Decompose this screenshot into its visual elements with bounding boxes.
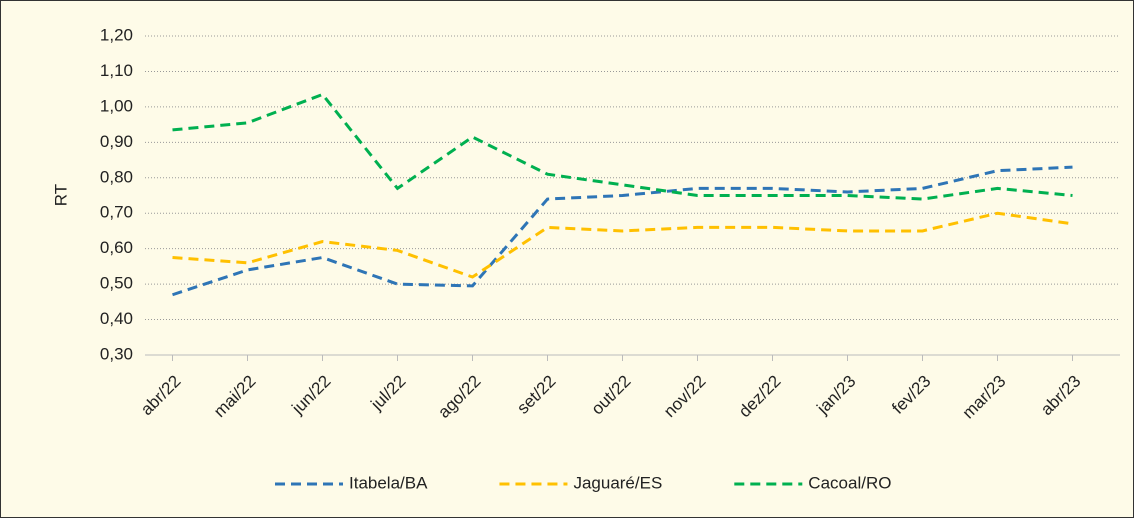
y-tick-label: 0,70: [100, 203, 133, 222]
legend-label: Itabela/BA: [349, 473, 428, 492]
y-tick-label: 0,80: [100, 167, 133, 186]
y-tick-label: 0,50: [100, 274, 133, 293]
y-tick-label: 1,10: [100, 61, 133, 80]
legend-label: Cacoal/RO: [808, 473, 891, 492]
y-axis-title: RT: [51, 184, 70, 206]
y-tick-label: 1,20: [100, 25, 133, 44]
series-line: [172, 211, 1073, 279]
y-tick-label: 0,40: [100, 309, 133, 328]
legend-label: Jaguaré/ES: [573, 473, 662, 492]
y-tick-label: 0,60: [100, 238, 133, 257]
y-tick-label: 0,30: [100, 344, 133, 363]
series-line: [172, 165, 1073, 297]
y-tick-label: 1,00: [100, 96, 133, 115]
y-tick-label: 0,90: [100, 132, 133, 151]
